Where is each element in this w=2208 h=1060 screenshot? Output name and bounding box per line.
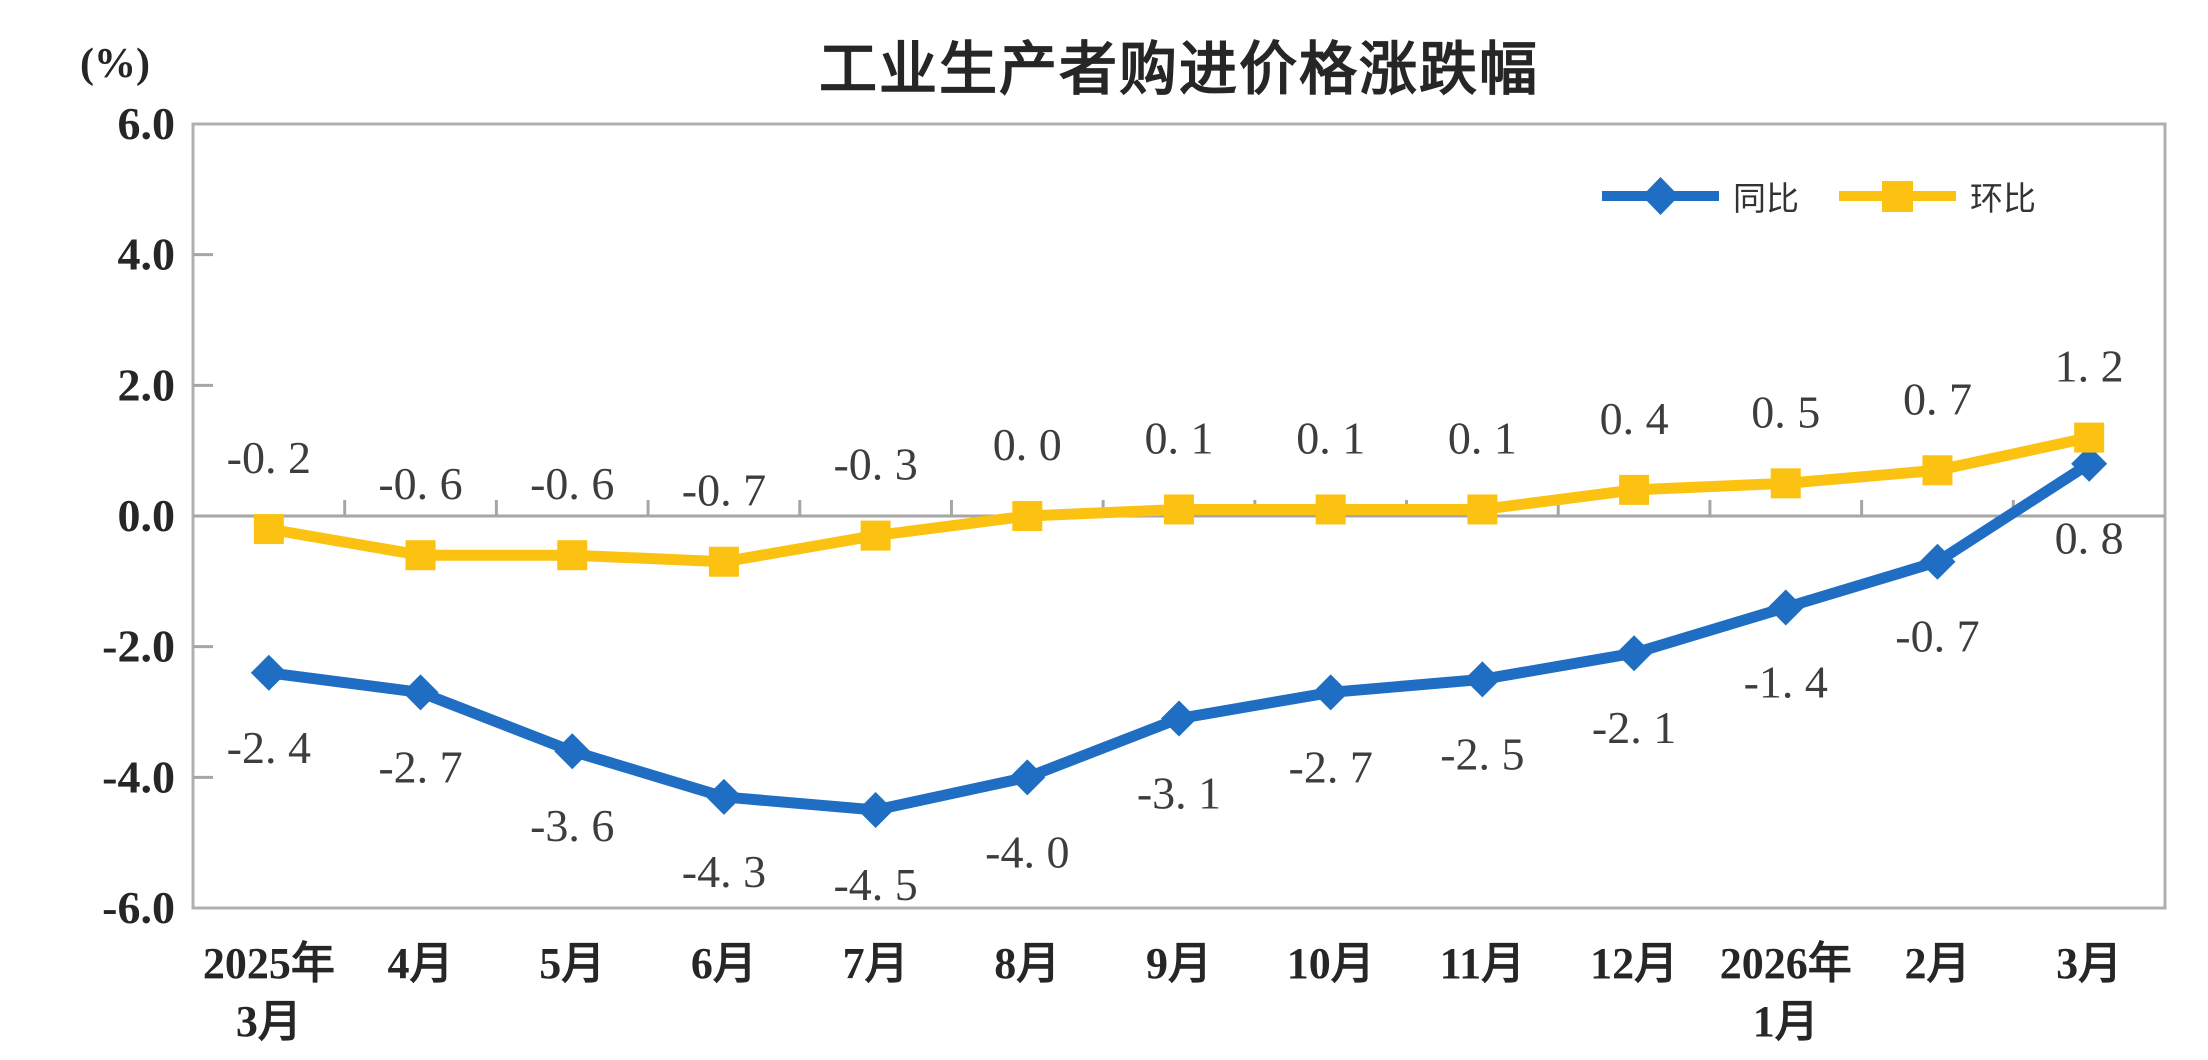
legend-label-mom: 环比: [1970, 180, 2036, 217]
legend-item-yoy: 同比: [1598, 172, 1799, 220]
diamond-marker-icon: [554, 733, 591, 770]
square-marker-icon: [405, 540, 436, 571]
data-point-label: -1. 4: [1744, 656, 1828, 707]
x-tick-label: 10月: [1287, 939, 1375, 988]
data-point-label: -3. 1: [1137, 768, 1221, 819]
y-tick-label: 4.0: [118, 229, 176, 280]
yoy-line-swatch: [1602, 177, 1719, 215]
x-tick-label: 5月: [539, 939, 605, 988]
diamond-marker-icon: [1312, 674, 1349, 711]
data-point-label: -2. 1: [1592, 702, 1676, 753]
square-marker-icon: [2074, 422, 2105, 453]
data-point-label: 0. 1: [1448, 412, 1517, 463]
y-axis-unit-label: (%): [80, 41, 150, 87]
data-point-label: 0. 5: [1751, 386, 1820, 437]
x-tick-label: 8月: [994, 939, 1060, 988]
square-marker-icon: [1882, 181, 1913, 212]
chart-title: 工业生产者购进价格涨跌幅: [818, 37, 1539, 102]
diamond-marker-icon: [857, 792, 894, 828]
diamond-marker-icon: [1767, 589, 1804, 626]
y-tick-label: -6.0: [102, 882, 175, 933]
x-tick-label: 4月: [388, 939, 454, 988]
y-tick-label: 6.0: [118, 98, 176, 149]
y-tick-label: -4.0: [102, 751, 175, 802]
data-point-label: -2. 7: [1289, 741, 1373, 792]
data-point-label: -0. 6: [530, 458, 614, 509]
x-tick-label: 7月: [843, 939, 909, 988]
diamond-marker-icon: [402, 674, 439, 711]
data-point-label: 0. 0: [993, 419, 1062, 470]
data-point-label: -0. 7: [682, 465, 766, 516]
diamond-marker-icon: [1009, 759, 1046, 796]
square-marker-icon: [1619, 474, 1650, 505]
square-marker-icon: [1315, 494, 1346, 525]
data-point-label: -0. 3: [833, 439, 917, 490]
chart-legend: 同比 环比: [1598, 172, 2036, 220]
data-point-label: -2. 5: [1440, 728, 1524, 779]
diamond-marker-icon: [1161, 700, 1197, 737]
x-tick-label: 12月: [1590, 939, 1678, 988]
square-marker-icon: [1012, 501, 1043, 531]
data-point-label: -0. 7: [1895, 611, 1979, 662]
data-point-label: -3. 6: [530, 800, 614, 851]
square-marker-icon: [1922, 455, 1953, 486]
x-tick-label: 2025年 3月: [203, 939, 335, 1046]
x-tick-label: 2026年 1月: [1720, 939, 1852, 1046]
diamond-marker-icon: [2071, 445, 2108, 482]
y-tick-label: 0.0: [118, 490, 176, 541]
legend-item-mom: 环比: [1835, 172, 2036, 220]
diamond-marker-icon: [1642, 177, 1679, 215]
data-point-label: 0. 4: [1600, 393, 1669, 444]
square-marker-icon: [1770, 468, 1801, 499]
mom-line-swatch: [1839, 181, 1956, 212]
data-point-label: 0. 1: [1296, 412, 1365, 463]
y-tick-label: -2.0: [102, 621, 175, 672]
diamond-marker-icon: [705, 778, 742, 815]
data-point-label: -4. 3: [682, 846, 766, 897]
diamond-marker-icon: [1919, 543, 1956, 580]
square-marker-icon: [1467, 494, 1498, 525]
data-point-label: -0. 6: [378, 458, 462, 509]
x-tick-label: 9月: [1146, 939, 1212, 988]
data-point-label: -4. 0: [985, 826, 1069, 877]
square-marker-icon: [253, 514, 284, 545]
data-point-label: 1. 2: [2055, 341, 2124, 392]
legend-label-yoy: 同比: [1733, 180, 1799, 217]
data-point-label: -2. 4: [227, 722, 311, 773]
square-marker-icon: [557, 540, 588, 571]
diamond-marker-icon: [1616, 635, 1653, 672]
diamond-marker-icon: [250, 654, 287, 691]
x-tick-label: 3月: [2056, 939, 2122, 988]
x-tick-label: 6月: [691, 939, 757, 988]
square-marker-icon: [1164, 494, 1194, 525]
data-point-label: 0. 7: [1903, 373, 1972, 424]
x-tick-label: 2月: [1904, 939, 1970, 988]
x-tick-label: 11月: [1440, 939, 1526, 988]
square-marker-icon: [708, 546, 739, 577]
data-point-label: -4. 5: [833, 859, 917, 910]
data-point-label: -0. 2: [227, 432, 311, 483]
data-point-label: 0. 1: [1145, 412, 1214, 463]
square-marker-icon: [860, 520, 891, 551]
data-point-label: -2. 7: [378, 741, 462, 792]
diamond-marker-icon: [1464, 661, 1501, 698]
y-tick-label: 2.0: [118, 359, 176, 410]
data-point-label: 0. 8: [2055, 513, 2124, 564]
